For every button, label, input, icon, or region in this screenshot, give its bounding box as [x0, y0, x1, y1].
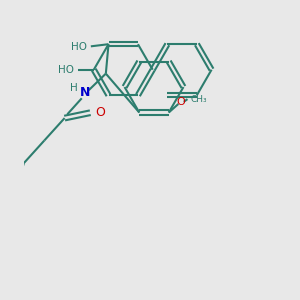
Text: O: O: [176, 97, 185, 107]
Text: HO: HO: [58, 65, 74, 75]
Text: H: H: [70, 82, 78, 93]
Text: CH₃: CH₃: [191, 94, 207, 103]
Text: HO: HO: [71, 42, 87, 52]
Text: O: O: [96, 106, 106, 119]
Text: N: N: [80, 86, 90, 99]
